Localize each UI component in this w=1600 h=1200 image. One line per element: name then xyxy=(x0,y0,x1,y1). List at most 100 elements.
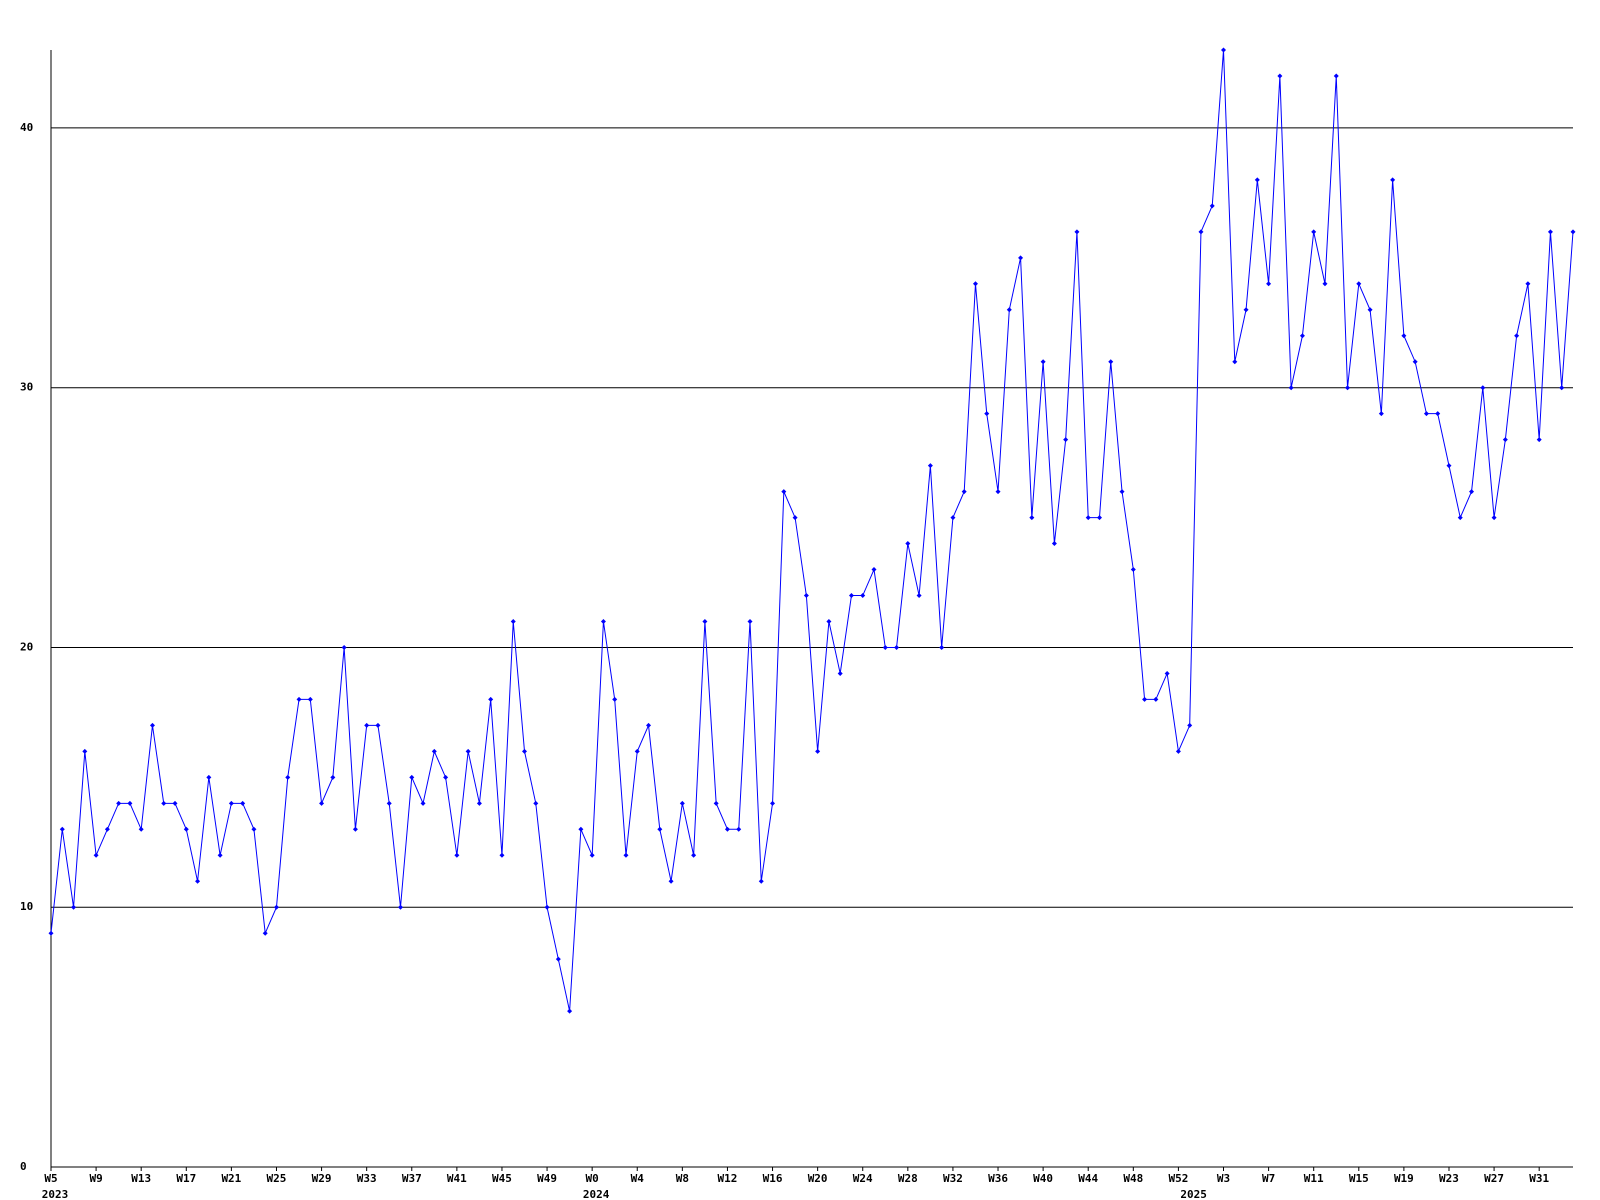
data-point xyxy=(600,618,606,624)
data-point xyxy=(567,1008,573,1014)
x-tick-label: W48 xyxy=(1123,1172,1143,1185)
x-tick-label: W21 xyxy=(221,1172,241,1185)
x-tick-label: W5 xyxy=(44,1172,57,1185)
data-point xyxy=(1480,385,1486,391)
series-line xyxy=(50,49,1574,1012)
x-tick-label: W24 xyxy=(853,1172,873,1185)
data-point xyxy=(82,748,88,754)
x-tick-label: W17 xyxy=(176,1172,196,1185)
data-point xyxy=(691,852,697,858)
data-point xyxy=(803,593,809,599)
data-point xyxy=(1378,411,1384,417)
data-point xyxy=(1333,73,1339,79)
x-tick-label: W3 xyxy=(1217,1172,1230,1185)
data-point xyxy=(1096,515,1102,521)
data-point xyxy=(713,800,719,806)
data-point xyxy=(1356,281,1362,287)
x-tick-label: W44 xyxy=(1078,1172,1098,1185)
data-point xyxy=(341,644,347,650)
data-point xyxy=(1277,73,1283,79)
y-tick-label: 30 xyxy=(20,381,33,394)
x-tick-label: W28 xyxy=(898,1172,918,1185)
data-point xyxy=(273,904,279,910)
year-label: 2024 xyxy=(583,1188,610,1200)
x-tick-label: W16 xyxy=(763,1172,783,1185)
x-tick-label: W25 xyxy=(267,1172,287,1185)
data-point xyxy=(736,826,742,832)
data-point xyxy=(307,696,313,702)
data-point xyxy=(206,774,212,780)
data-point xyxy=(127,800,133,806)
x-tick-label: W0 xyxy=(586,1172,599,1185)
data-point xyxy=(1063,437,1069,443)
data-point xyxy=(1018,255,1024,261)
data-point xyxy=(1164,670,1170,676)
data-point xyxy=(679,800,685,806)
data-point xyxy=(1547,229,1553,235)
x-tick-label: W52 xyxy=(1168,1172,1188,1185)
data-point xyxy=(1401,333,1407,339)
data-point xyxy=(758,878,764,884)
data-point xyxy=(71,904,77,910)
data-point xyxy=(364,722,370,728)
data-point xyxy=(939,644,945,650)
data-point xyxy=(1412,359,1418,365)
data-point xyxy=(296,696,302,702)
data-point xyxy=(927,463,933,469)
data-point xyxy=(93,852,99,858)
year-label: 2025 xyxy=(1180,1188,1207,1200)
data-point xyxy=(499,852,505,858)
x-tick-label: W29 xyxy=(312,1172,332,1185)
data-point xyxy=(905,541,911,547)
data-point xyxy=(882,644,888,650)
data-point xyxy=(172,800,178,806)
x-tick-label: W23 xyxy=(1439,1172,1459,1185)
x-tick-label: W40 xyxy=(1033,1172,1053,1185)
data-point xyxy=(1570,229,1576,235)
data-point xyxy=(1051,541,1057,547)
x-tick-label: W13 xyxy=(131,1172,151,1185)
data-point xyxy=(916,593,922,599)
data-point xyxy=(1423,411,1429,417)
data-point xyxy=(397,904,403,910)
data-point xyxy=(578,826,584,832)
data-point xyxy=(240,800,246,806)
data-point xyxy=(1232,359,1238,365)
data-point xyxy=(149,722,155,728)
data-point xyxy=(1457,515,1463,521)
data-point xyxy=(285,774,291,780)
data-point xyxy=(1390,177,1396,183)
x-tick-label: W15 xyxy=(1349,1172,1369,1185)
data-point xyxy=(1266,281,1272,287)
data-point xyxy=(634,748,640,754)
data-point xyxy=(1074,229,1080,235)
data-point xyxy=(330,774,336,780)
x-tick-label: W36 xyxy=(988,1172,1008,1185)
data-point xyxy=(195,878,201,884)
y-tick-label: 40 xyxy=(20,121,33,134)
data-point xyxy=(409,774,415,780)
data-point xyxy=(1288,385,1294,391)
data-point xyxy=(1209,203,1215,209)
data-point xyxy=(1322,281,1328,287)
x-tick-label: W4 xyxy=(631,1172,645,1185)
data-point xyxy=(1435,411,1441,417)
data-point xyxy=(1006,307,1012,313)
data-point xyxy=(420,800,426,806)
data-point xyxy=(1491,515,1497,521)
data-point xyxy=(848,593,854,599)
data-point xyxy=(1254,177,1260,183)
data-point xyxy=(646,722,652,728)
data-point xyxy=(1311,229,1317,235)
data-point xyxy=(48,930,54,936)
data-point xyxy=(1299,333,1305,339)
data-point xyxy=(488,696,494,702)
data-point xyxy=(770,800,776,806)
data-point xyxy=(702,618,708,624)
x-tick-label: W31 xyxy=(1529,1172,1549,1185)
data-point xyxy=(668,878,674,884)
data-point xyxy=(657,826,663,832)
data-point xyxy=(59,826,65,832)
